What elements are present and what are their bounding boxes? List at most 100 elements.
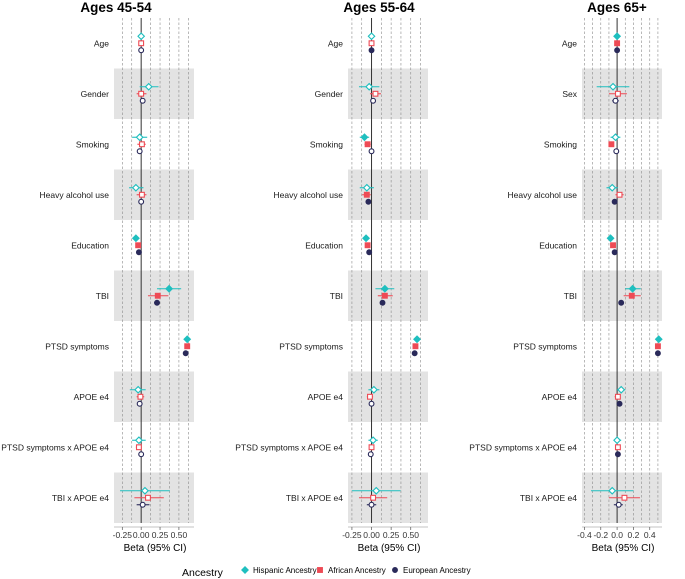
x-tick-label: -0.4 xyxy=(577,530,592,540)
panel-3: Ages 65+ Age Sex Smoking Heavy alcohol use Ed… xyxy=(469,0,663,554)
row-label: PTSD symptoms xyxy=(279,341,343,351)
x-tick-label: 0.00 xyxy=(133,530,150,540)
hispanic-estimate-marker xyxy=(611,133,620,142)
african-estimate-marker xyxy=(364,141,371,148)
hispanic-estimate-marker xyxy=(144,82,153,91)
row-label: Education xyxy=(539,240,577,250)
african-estimate-marker xyxy=(628,292,635,299)
row-band xyxy=(348,68,428,119)
x-axis-title: Beta (95% CI) xyxy=(592,543,655,554)
african-estimate-marker xyxy=(608,141,615,148)
african-estimate-marker xyxy=(135,242,142,249)
hispanic-estimate-marker xyxy=(613,32,622,41)
row-label: Smoking xyxy=(544,139,577,149)
european-estimate-marker xyxy=(139,97,146,104)
african-estimate-marker xyxy=(363,191,370,198)
hispanic-estimate-marker xyxy=(380,284,389,293)
hispanic-estimate-marker xyxy=(135,133,144,142)
legend: Ancestry Hispanic Ancestry African Ancest… xyxy=(182,566,471,579)
row-band xyxy=(348,371,428,422)
european-estimate-marker xyxy=(611,198,618,205)
european-estimate-marker xyxy=(367,451,374,458)
row-label: Smoking xyxy=(310,139,343,149)
european-estimate-marker xyxy=(612,97,619,104)
european-estimate-marker xyxy=(379,299,386,306)
african-estimate-marker xyxy=(364,242,371,249)
european-estimate-marker xyxy=(135,249,142,256)
african-estimate-marker xyxy=(621,494,628,501)
african-estimate-marker xyxy=(614,393,621,400)
x-tick-label: 0.2 xyxy=(628,530,640,540)
row-label: APOE e4 xyxy=(542,392,578,402)
row-label: Heavy alcohol use xyxy=(40,190,110,200)
european-estimate-marker xyxy=(411,350,418,357)
hispanic-legend-label: Hispanic Ancestry xyxy=(253,566,317,575)
african-estimate-marker xyxy=(372,90,379,97)
european-estimate-marker xyxy=(365,198,372,205)
legend-title: Ancestry xyxy=(182,567,224,579)
x-tick-label: 0.25 xyxy=(383,530,400,540)
european-estimate-marker xyxy=(370,97,377,104)
hispanic-estimate-marker xyxy=(369,436,378,445)
african-estimate-marker xyxy=(614,444,621,451)
hispanic-estimate-marker xyxy=(365,82,374,91)
african-estimate-marker xyxy=(138,40,145,47)
row-label: Sex xyxy=(562,89,577,99)
row-label: Heavy alcohol use xyxy=(274,190,344,200)
african-legend-label: African Ancestry xyxy=(328,566,386,575)
row-label: TBI x APOE e4 xyxy=(286,493,343,503)
hispanic-estimate-marker xyxy=(367,32,376,41)
row-label: APOE e4 xyxy=(308,392,344,402)
row-label: Age xyxy=(328,38,343,48)
row-band xyxy=(114,68,194,119)
hispanic-estimate-marker xyxy=(654,335,663,344)
european-estimate-marker xyxy=(139,501,146,508)
x-tick-label: 0.25 xyxy=(152,530,169,540)
african-estimate-marker xyxy=(138,90,145,97)
hispanic-estimate-marker xyxy=(134,385,143,394)
european-estimate-marker xyxy=(614,451,621,458)
row-band xyxy=(582,371,662,422)
row-band xyxy=(348,169,428,220)
african-estimate-marker xyxy=(610,242,616,249)
european-estimate-marker xyxy=(138,198,145,205)
african-estimate-marker xyxy=(370,494,377,501)
row-label: Education xyxy=(71,240,109,250)
panel-title: Ages 45-54 xyxy=(80,0,152,15)
european-estimate-marker xyxy=(614,47,621,54)
panel-2: Ages 55-64 Age Gender Smoking Heavy alcohol … xyxy=(235,0,428,554)
european-estimate-marker xyxy=(613,148,620,155)
panel-title: Ages 55-64 xyxy=(343,0,415,15)
row-label: Age xyxy=(94,38,109,48)
african-estimate-marker xyxy=(367,393,373,400)
european-estimate-marker xyxy=(618,299,625,306)
x-axis-title: Beta (95% CI) xyxy=(358,543,421,554)
x-tick-label: 0.0 xyxy=(611,530,623,540)
african-estimate-marker xyxy=(368,444,375,451)
row-label: Gender xyxy=(81,89,110,99)
hispanic-estimate-marker xyxy=(165,284,174,293)
row-label: TBI xyxy=(96,291,109,301)
european-estimate-marker xyxy=(136,148,143,155)
row-label: TBI xyxy=(564,291,577,301)
hispanic-estimate-marker xyxy=(617,385,626,394)
european-estimate-marker xyxy=(138,451,145,458)
hispanic-estimate-marker xyxy=(613,436,622,445)
row-label: Smoking xyxy=(76,139,109,149)
hispanic-estimate-marker xyxy=(413,335,421,344)
row-label: Heavy alcohol use xyxy=(508,190,578,200)
row-label: TBI x APOE e4 xyxy=(520,493,577,503)
row-label: PTSD symptoms x APOE e4 xyxy=(469,442,577,452)
african-estimate-marker xyxy=(138,191,145,198)
hispanic-estimate-marker xyxy=(131,234,140,243)
row-label: Education xyxy=(305,240,343,250)
african-estimate-marker xyxy=(381,292,388,299)
hispanic-estimate-marker xyxy=(606,234,615,243)
european-estimate-marker xyxy=(368,148,375,155)
x-tick-label: 0.4 xyxy=(644,530,656,540)
hispanic-estimate-marker xyxy=(137,32,146,41)
hispanic-estimate-marker xyxy=(369,385,378,394)
african-estimate-marker xyxy=(154,292,161,299)
african-estimate-marker xyxy=(368,40,375,47)
